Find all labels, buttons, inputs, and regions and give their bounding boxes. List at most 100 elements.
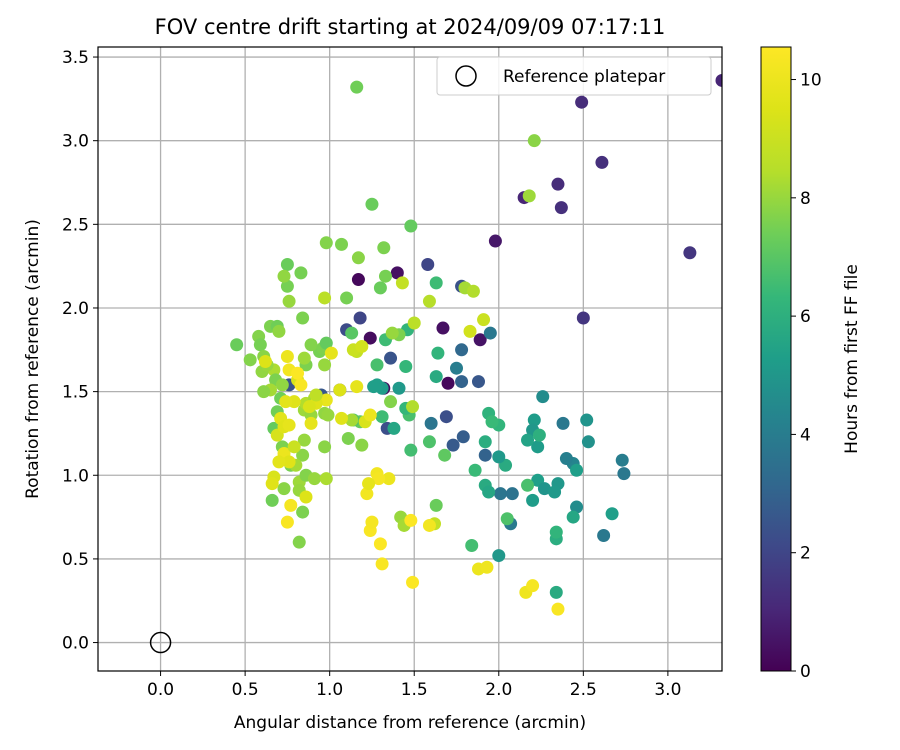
data-point: [279, 395, 293, 409]
data-point: [471, 375, 485, 389]
y-tick-label: 1.5: [62, 383, 89, 403]
data-point: [580, 413, 594, 427]
data-point: [537, 482, 551, 496]
data-point: [478, 435, 492, 449]
data-point: [385, 326, 399, 340]
data-point: [360, 487, 374, 501]
data-point: [296, 505, 310, 519]
data-point: [304, 338, 318, 352]
data-point: [319, 236, 333, 250]
data-point: [526, 493, 540, 507]
data-point: [319, 393, 333, 407]
data-point: [715, 73, 722, 87]
data-point: [492, 549, 506, 563]
y-tick-label: 0.0: [62, 634, 89, 654]
data-point: [468, 463, 482, 477]
data-point: [465, 539, 479, 553]
data-point: [335, 411, 349, 425]
data-point: [581, 435, 595, 449]
data-point: [297, 351, 311, 365]
data-point: [536, 390, 550, 404]
data-point: [439, 410, 453, 424]
data-point: [455, 343, 469, 357]
data-point: [284, 498, 298, 512]
legend-marker-icon: [455, 65, 477, 87]
colorbar-tick-label: 0: [800, 662, 811, 682]
data-point: [551, 602, 565, 616]
data-point: [258, 355, 272, 369]
data-point: [363, 408, 377, 422]
data-point: [395, 276, 409, 290]
y-tick-label: 3.0: [62, 132, 89, 152]
data-point: [466, 284, 480, 298]
data-point: [294, 266, 308, 280]
data-point: [265, 493, 279, 507]
data-point: [277, 269, 291, 283]
data-point: [455, 375, 469, 389]
x-tick-label: 0.5: [232, 680, 259, 700]
data-point: [429, 498, 443, 512]
colorbar: 0 2 4 6 8 10 Hours from first FF file: [760, 46, 862, 682]
y-tick-label: 3.5: [62, 48, 89, 68]
data-point: [304, 416, 318, 430]
legend-box: [436, 56, 712, 96]
data-point: [421, 257, 435, 271]
data-point: [438, 448, 452, 462]
data-point: [549, 585, 563, 599]
colorbar-ticks: 0 2 4 6 8 10: [791, 71, 822, 682]
data-point: [429, 276, 443, 290]
data-point: [350, 380, 364, 394]
data-point: [280, 257, 294, 271]
colorbar-tick-label: 2: [800, 544, 811, 564]
data-point: [488, 234, 502, 248]
y-axis-label: Rotation from reference (arcmin): [23, 219, 43, 499]
data-point: [473, 333, 487, 347]
x-axis-label: Angular distance from reference (arcmin): [234, 713, 586, 733]
data-point: [597, 528, 611, 542]
data-point: [548, 485, 562, 499]
data-point: [230, 338, 244, 352]
data-point: [282, 294, 296, 308]
data-point: [406, 400, 420, 414]
data-point: [377, 241, 391, 255]
colorbar-gradient: [760, 46, 792, 672]
data-point: [340, 291, 354, 305]
y-axis-ticks: 0.0 0.5 1.0 1.5 2.0 2.5 3.0 3.5: [62, 48, 98, 654]
data-point: [372, 472, 386, 486]
data-point: [321, 408, 335, 422]
data-point: [282, 455, 296, 469]
data-point: [570, 463, 584, 477]
y-tick-label: 0.5: [62, 550, 89, 570]
data-point: [345, 326, 359, 340]
data-point: [407, 316, 421, 330]
data-point: [375, 410, 389, 424]
data-point: [280, 279, 294, 293]
data-point: [299, 490, 313, 504]
data-point: [294, 378, 308, 392]
data-point: [463, 324, 477, 338]
data-point: [404, 219, 418, 233]
data-point: [404, 513, 418, 527]
data-point: [431, 346, 445, 360]
data-point: [319, 472, 333, 486]
data-point: [527, 134, 541, 148]
data-point: [296, 448, 310, 462]
data-point: [318, 291, 332, 305]
data-point: [549, 525, 563, 539]
data-point: [335, 237, 349, 251]
data-point: [521, 433, 535, 447]
data-point: [615, 453, 629, 467]
data-point: [493, 487, 507, 501]
data-point: [422, 294, 436, 308]
y-tick-label: 1.0: [62, 466, 89, 486]
y-tick-label: 2.0: [62, 299, 89, 319]
data-point: [351, 273, 365, 287]
y-tick-label: 2.5: [62, 215, 89, 235]
data-point: [318, 358, 332, 372]
x-tick-label: 2.0: [485, 680, 512, 700]
data-points: [230, 73, 722, 616]
data-point: [392, 381, 406, 395]
data-point: [505, 487, 519, 501]
data-point: [551, 177, 565, 191]
